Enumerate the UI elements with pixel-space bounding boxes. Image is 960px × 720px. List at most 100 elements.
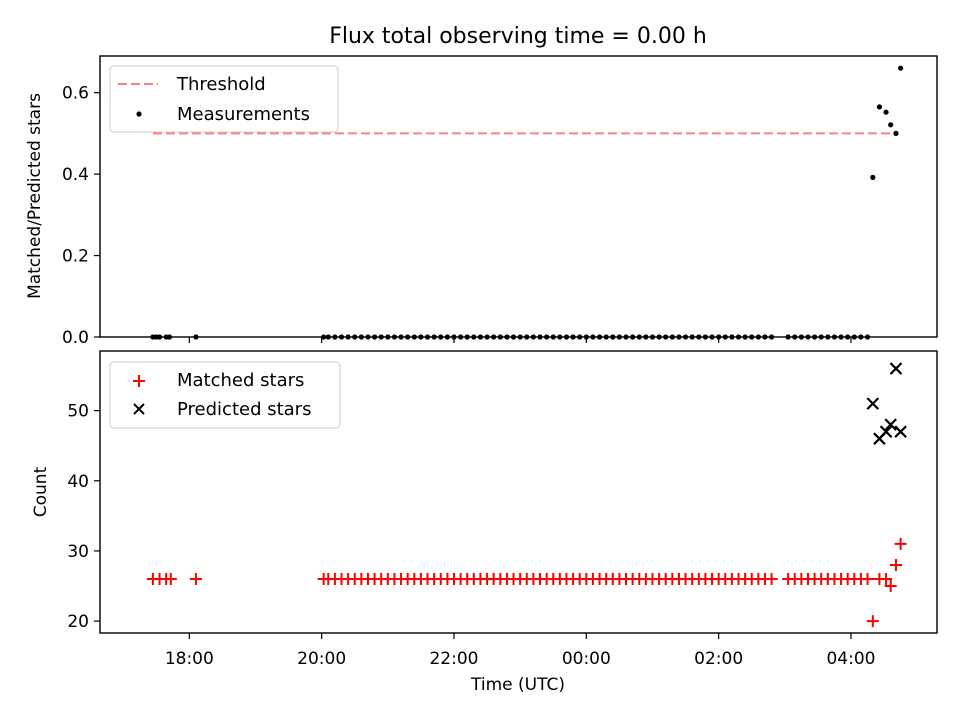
measurement-point [391, 334, 398, 340]
measurement-point [398, 334, 404, 340]
measurement-point [603, 334, 609, 340]
measurement-point [785, 334, 791, 340]
top-ylabel: Matched/Predicted stars [25, 93, 45, 299]
measurement-point [643, 334, 649, 340]
top-y-ticks: 0.0 0.2 0.4 0.6 [62, 84, 100, 348]
measurement-point [845, 334, 851, 340]
measurement-point [471, 334, 477, 340]
measurement-point [431, 334, 437, 340]
matched-points [146, 537, 907, 628]
bottom-x-tick-label: 02:00 [694, 649, 743, 669]
measurement-point [709, 334, 715, 340]
measurement-point [444, 334, 450, 340]
measurement-point [656, 334, 662, 340]
measurement-point [491, 334, 497, 340]
matched-star-point [765, 572, 778, 585]
measurement-point [451, 334, 457, 340]
matched-star-point [164, 572, 177, 585]
measurement-point [477, 334, 484, 340]
legend-matched-label: Matched stars [177, 370, 304, 391]
top-legend-box [109, 65, 339, 133]
legend-threshold-label: Threshold [176, 74, 266, 95]
matched-star-point [880, 572, 893, 585]
bottom-x-tick-label: 22:00 [429, 649, 478, 669]
bottom-legend-box [109, 361, 341, 429]
measurement-point [676, 334, 682, 340]
measurement-point [749, 334, 755, 340]
legend-predicted-label: Predicted stars [177, 399, 311, 420]
bottom-x-ticks: 18:00 20:00 22:00 00:00 02:00 04:00 [165, 633, 875, 669]
bottom-panel: Count 20 30 40 50 18:00 20:00 22:00 00:00 02:00… [31, 350, 938, 695]
measurement-point [352, 334, 358, 340]
measurement-point [371, 334, 378, 340]
measurement-points [150, 65, 904, 340]
matched-star-point [894, 537, 907, 550]
bottom-legend: Matched stars Predicted stars [109, 361, 341, 429]
measurement-point [583, 334, 589, 340]
measurement-point [716, 334, 722, 340]
bottom-y-tick-label: 20 [67, 612, 89, 632]
measurement-point [883, 109, 889, 115]
measurement-point [504, 334, 510, 340]
top-y-tick-label: 0.6 [62, 84, 89, 104]
measurement-point [811, 334, 818, 340]
measurement-point [876, 104, 883, 110]
measurement-point [596, 334, 603, 340]
measurement-point [792, 334, 798, 340]
measurement-point [325, 334, 331, 340]
predicted-star-point [889, 362, 903, 375]
measurement-point [385, 334, 391, 340]
measurement-point [630, 334, 636, 340]
measurement-point [550, 334, 556, 340]
legend-measurements-swatch [136, 111, 142, 117]
measurement-point [898, 65, 904, 71]
measurement-point [768, 334, 775, 340]
measurement-point [345, 334, 351, 340]
matched-star-point [889, 558, 902, 571]
matched-star-point [866, 615, 879, 628]
measurement-point [166, 334, 173, 340]
measurement-point [864, 334, 871, 340]
measurement-point [805, 334, 811, 340]
measurement-point [858, 334, 864, 340]
measurement-point [663, 334, 669, 340]
measurement-point [818, 334, 824, 340]
measurement-point [517, 334, 523, 340]
measurement-point [411, 334, 417, 340]
legend-measurements-label: Measurements [177, 104, 310, 125]
measurement-point [524, 334, 530, 340]
measurement-point [798, 334, 804, 340]
predicted-points [866, 362, 907, 445]
bottom-y-tick-label: 40 [67, 472, 89, 492]
legend-predicted-swatch [133, 403, 145, 415]
top-y-tick-label: 0.4 [62, 165, 89, 185]
measurement-point [838, 334, 844, 340]
measurement-point [669, 334, 675, 340]
measurement-point [424, 334, 431, 340]
measurement-point [577, 334, 583, 340]
legend-matched-swatch [133, 375, 145, 387]
measurement-point [358, 334, 364, 340]
measurement-point [156, 334, 163, 340]
measurement-point [484, 334, 490, 340]
measurement-point [193, 334, 199, 340]
measurement-point [590, 334, 596, 340]
top-panel: Matched/Predicted stars 0.0 0.2 0.4 0.6 Thr… [25, 55, 938, 348]
measurement-point [418, 334, 424, 340]
measurement-point [530, 334, 536, 340]
measurement-point [438, 334, 444, 340]
measurement-point [321, 334, 327, 340]
bottom-ylabel: Count [31, 466, 51, 517]
measurement-point [405, 334, 411, 340]
measurement-point [893, 130, 899, 136]
measurement-point [689, 334, 695, 340]
measurement-point [544, 334, 550, 340]
top-legend: Threshold Measurements [109, 65, 339, 133]
bottom-x-tick-label: 18:00 [165, 649, 214, 669]
measurement-point [458, 334, 464, 340]
predicted-star-point [866, 397, 880, 410]
measurement-point [888, 122, 894, 128]
measurement-point [623, 334, 629, 340]
measurement-point [537, 334, 543, 340]
